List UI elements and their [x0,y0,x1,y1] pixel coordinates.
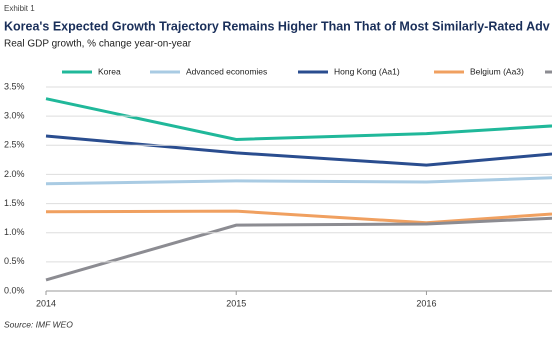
y-tick-label: 1.0% [4,227,25,237]
legend-label: Korea [98,66,121,76]
series-line [45,209,552,225]
y-tick-label: 3.0% [4,111,25,121]
source: Source: IMF WEO [4,319,73,329]
y-tick-label: 2.0% [4,169,25,179]
y-tick-label: 2.5% [4,140,25,150]
exhibit-label: Exhibit 1 [4,4,35,13]
x-tick-label: 2015 [226,298,246,308]
x-tick-label: 2016 [416,298,436,308]
series-line [45,134,552,167]
y-tick-label: 3.5% [4,81,25,91]
legend-label: Hong Kong (Aa1) [334,66,400,76]
x-tick-label: 2014 [36,298,56,308]
legend-label: Belgium (Aa3) [470,66,524,76]
legend-label: Advanced economies [186,66,267,76]
chart-title: Korea's Expected Growth Trajectory Remai… [4,19,550,33]
series-line [45,176,552,186]
series-line [45,97,552,141]
y-tick-label: 0.0% [4,285,25,295]
y-tick-label: 0.5% [4,256,25,266]
series-line [45,216,552,282]
y-tick-label: 1.5% [4,198,25,208]
chart-subtitle: Real GDP growth, % change year-on-year [4,39,192,50]
plot-area [45,97,552,282]
